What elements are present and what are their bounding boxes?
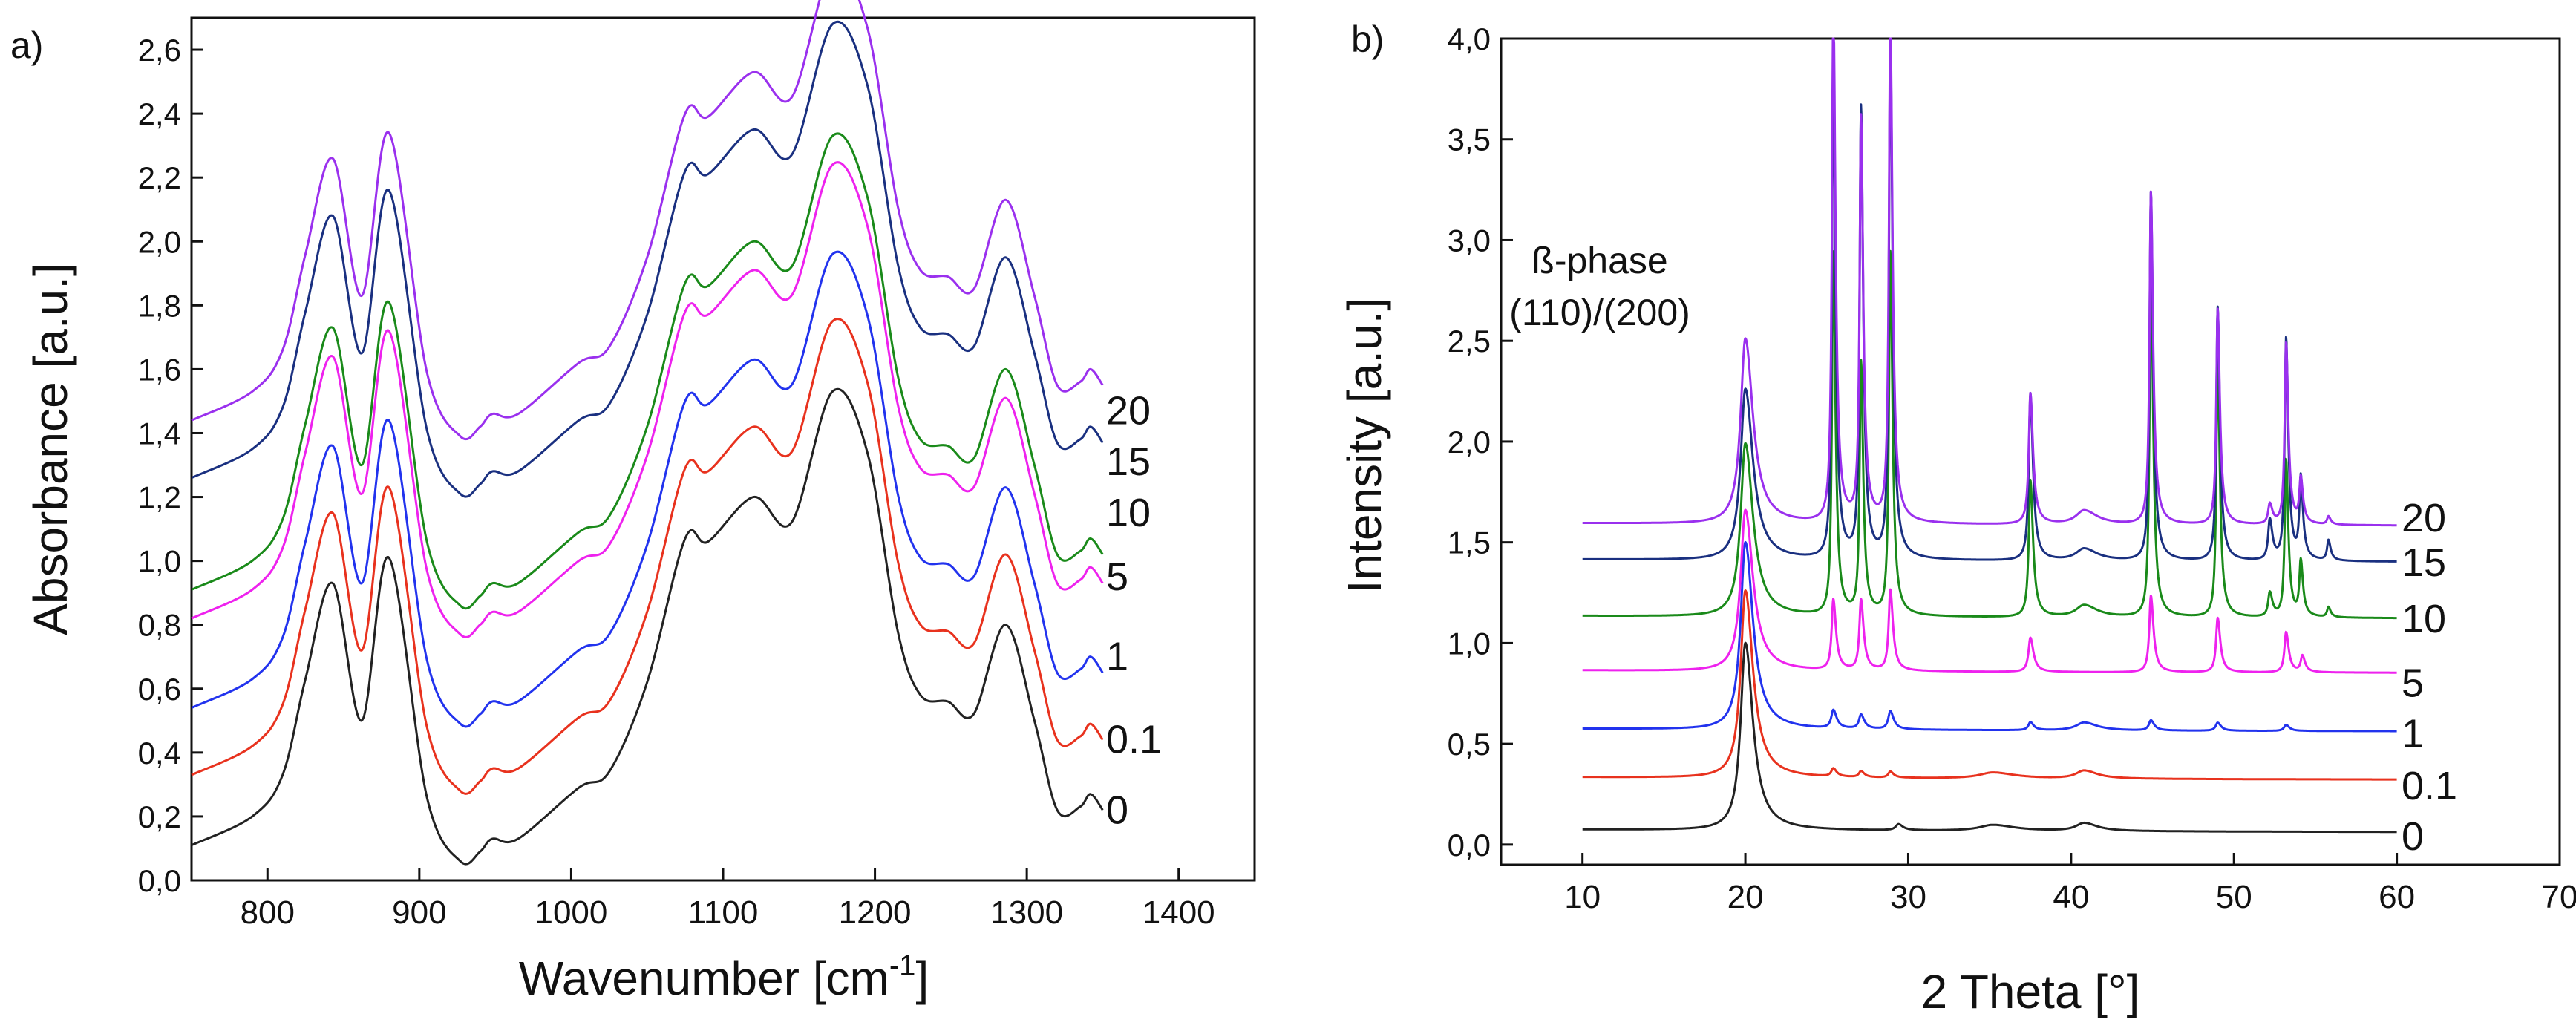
panel-a-x-axis-title-superscript: -1 xyxy=(889,949,916,982)
panel-b-x-tick-label: 50 xyxy=(2216,879,2252,915)
panel-b-series-0-1-line xyxy=(1581,589,2398,781)
panel-a-y-tick-label: 1,8 xyxy=(138,288,181,323)
panel-a-ftir-chart: a) 800 900 1000 1100 1200 1300 1400 0,00,20,40… xyxy=(10,0,1256,1005)
panel-b-series-15-label: 15 xyxy=(2402,540,2446,585)
panel-b-series-1-line xyxy=(1581,540,2398,733)
panel-a-x-axis-title-close: ] xyxy=(915,952,929,1005)
panel-b-series-5-label: 5 xyxy=(2402,661,2424,706)
panel-b-y-tick-label: 3,5 xyxy=(1448,122,1491,157)
panel-b-y-tick-label: 0,5 xyxy=(1448,727,1491,762)
panel-b-y-tick-label: 4,0 xyxy=(1448,22,1491,56)
panel-b-y-tick-label: 0,0 xyxy=(1448,828,1491,863)
panel-a-y-tick-label: 1,4 xyxy=(138,416,181,451)
panel-a-y-tick-label: 0,2 xyxy=(138,799,181,834)
panel-b-series-10-line xyxy=(1581,249,2398,620)
panel-a-x-tick-label: 1300 xyxy=(990,894,1063,931)
panel-a-y-tick-label: 0,8 xyxy=(138,608,181,643)
panel-a-x-ticks: 800 900 1000 1100 1200 1300 1400 xyxy=(241,868,1215,931)
panel-b-x-tick-label: 40 xyxy=(2053,879,2089,915)
panel-a-y-tick-label: 2,6 xyxy=(138,33,181,68)
panel-a-x-tick-label: 1000 xyxy=(535,894,607,931)
panel-a-x-axis-title: Wavenumber [cm-1] xyxy=(519,949,929,1005)
panel-b-series-20-label: 20 xyxy=(2402,496,2446,540)
panel-b-y-tick-label: 1,0 xyxy=(1448,626,1491,661)
panel-b-y-tick-label: 1,5 xyxy=(1448,526,1491,560)
panel-a-y-tick-label: 2,4 xyxy=(138,96,181,131)
panel-a-series-0-1-line xyxy=(191,318,1104,795)
panel-a-y-tick-label: 2,0 xyxy=(138,224,181,259)
panel-b-annotation-line-2: (110)/(200) xyxy=(1509,292,1690,333)
panel-a-y-tick-label: 2,2 xyxy=(138,160,181,195)
panel-b-curves xyxy=(1581,37,2398,834)
panel-b-x-tick-label: 30 xyxy=(1890,879,1926,915)
panel-a-series-0-line xyxy=(191,387,1104,866)
panel-a-curves xyxy=(191,0,1104,866)
panel-a-series-15-label: 15 xyxy=(1106,439,1151,484)
panel-a-x-axis-title-main: Wavenumber [cm xyxy=(519,952,889,1005)
panel-b-y-tick-label: 2,0 xyxy=(1448,425,1491,459)
panel-b-series-0-1-label: 0.1 xyxy=(2402,764,2457,808)
panel-a-series-0-label: 0 xyxy=(1106,788,1128,832)
panel-a-y-tick-label: 1,0 xyxy=(138,544,181,579)
panel-a-x-tick-label: 1200 xyxy=(839,894,912,931)
panel-b-xrd-chart: b) 10 20 30 40 50 60 70 0,00,51,01,52,02,53,03… xyxy=(1338,19,2576,1018)
panel-a-series-0-1-label: 0.1 xyxy=(1106,718,1162,762)
panel-a-label: a) xyxy=(10,24,43,66)
panel-b-x-ticks: 10 20 30 40 50 60 70 xyxy=(1564,853,2576,915)
panel-a-y-tick-label: 1,6 xyxy=(138,352,181,387)
panel-b-x-tick-label: 20 xyxy=(1727,879,1764,915)
panel-b-y-tick-label: 3,0 xyxy=(1448,223,1491,258)
panel-a-series-1-label: 1 xyxy=(1106,635,1128,679)
panel-a-series-5-line xyxy=(191,161,1104,638)
panel-a-x-tick-label: 1400 xyxy=(1142,894,1215,931)
panel-b-plot-frame xyxy=(1500,37,2561,866)
panel-b-series-10-label: 10 xyxy=(2402,597,2446,641)
panel-b-y-axis-title: Intensity [a.u.] xyxy=(1338,298,1391,593)
panel-b-series-0-label: 0 xyxy=(2402,814,2424,859)
panel-a-x-tick-label: 1100 xyxy=(688,894,759,931)
panel-b-series-5-line xyxy=(1581,508,2398,674)
panel-a-x-tick-label: 900 xyxy=(392,894,446,931)
panel-a-y-tick-label: 1,2 xyxy=(138,480,181,515)
panel-b-x-tick-label: 70 xyxy=(2542,879,2576,915)
panel-a-series-1-line xyxy=(191,250,1104,728)
panel-b-x-axis-title: 2 Theta [°] xyxy=(1921,965,2140,1018)
panel-b-series-20-line xyxy=(1581,37,2398,527)
panel-a-series-20-line xyxy=(191,0,1104,441)
panel-b-y-tick-label: 2,5 xyxy=(1448,324,1491,359)
panel-a-y-tick-label: 0,4 xyxy=(138,736,181,770)
panel-b-series-15-line xyxy=(1581,37,2398,563)
panel-a-series-10-label: 10 xyxy=(1106,491,1151,535)
panel-b-y-ticks: 0,0 0,5 1,0 1,5 2,0 2,5 3,0 3,5 4,0 xyxy=(1448,22,1513,863)
panel-b-x-tick-label: 60 xyxy=(2379,879,2415,915)
panel-a-series-15-line xyxy=(191,20,1104,498)
panel-a-x-tick-label: 800 xyxy=(241,894,295,931)
panel-a-y-tick-label: 0,6 xyxy=(138,672,181,707)
panel-a-series-10-line xyxy=(191,132,1104,610)
panel-a-y-ticks: 0,0 0,2 0,4 0,6 0,8 1,0 1,2 1,4 1,6 1,8 2,0 2,2 2,4 2… xyxy=(138,33,203,898)
panel-b-series-1-label: 1 xyxy=(2402,712,2424,756)
panel-b-x-tick-label: 10 xyxy=(1564,879,1601,915)
panel-b-annotation-line-1: ß-phase xyxy=(1531,240,1667,281)
panel-b-label: b) xyxy=(1351,19,1384,60)
panel-b-series-0-line xyxy=(1581,641,2398,834)
panel-a-series-5-label: 5 xyxy=(1106,554,1128,599)
panel-a-y-axis-title: Absorbance [a.u.] xyxy=(24,263,77,635)
panel-a-y-tick-label: 0,0 xyxy=(138,863,181,898)
panel-a-series-20-label: 20 xyxy=(1106,388,1151,433)
